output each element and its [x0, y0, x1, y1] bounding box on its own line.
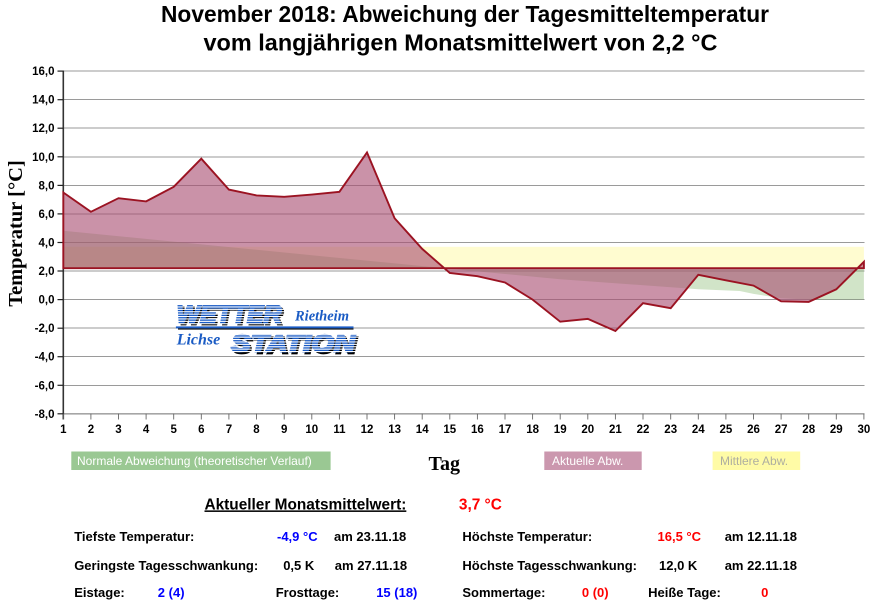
svg-text:November 2018: Abweichung der: November 2018: Abweichung der Tagesmitte… [161, 1, 769, 27]
svg-text:14: 14 [416, 424, 429, 436]
svg-text:12,0: 12,0 [32, 123, 54, 135]
svg-text:22: 22 [637, 424, 650, 436]
svg-text:8: 8 [253, 424, 260, 436]
svg-text:Lichse: Lichse [176, 332, 221, 349]
svg-text:-4,9 °C: -4,9 °C [277, 529, 318, 544]
svg-text:23: 23 [664, 424, 677, 436]
svg-text:20: 20 [581, 424, 594, 436]
svg-text:Höchste Temperatur:: Höchste Temperatur: [462, 529, 592, 544]
svg-text:29: 29 [830, 424, 843, 436]
svg-text:16,0: 16,0 [32, 66, 54, 78]
svg-text:0 (0): 0 (0) [582, 585, 609, 600]
svg-text:-8,0: -8,0 [35, 409, 55, 421]
svg-text:14,0: 14,0 [32, 95, 54, 107]
svg-text:Eistage:: Eistage: [74, 585, 125, 600]
svg-text:Mittlere Abw.: Mittlere Abw. [720, 454, 788, 468]
svg-text:5: 5 [170, 424, 177, 436]
svg-text:am 23.11.18: am 23.11.18 [334, 529, 406, 544]
svg-text:Aktuelle Abw.: Aktuelle Abw. [552, 454, 623, 468]
svg-text:am 22.11.18: am 22.11.18 [725, 558, 797, 573]
svg-text:Heiße Tage:: Heiße Tage: [648, 585, 721, 600]
svg-text:-2,0: -2,0 [35, 323, 55, 335]
svg-text:Aktueller Monatsmittelwert:: Aktueller Monatsmittelwert: [205, 496, 407, 513]
svg-text:-4,0: -4,0 [35, 352, 55, 364]
svg-text:26: 26 [747, 424, 760, 436]
svg-text:6,0: 6,0 [39, 209, 55, 221]
svg-text:Frosttage:: Frosttage: [276, 585, 340, 600]
svg-text:am 12.11.18: am 12.11.18 [725, 529, 797, 544]
svg-text:0: 0 [761, 585, 768, 600]
svg-text:16: 16 [471, 424, 484, 436]
svg-text:16,5 °C: 16,5 °C [658, 529, 702, 544]
svg-text:9: 9 [281, 424, 287, 436]
svg-text:1: 1 [60, 424, 67, 436]
svg-text:12,0 K: 12,0 K [659, 558, 698, 573]
svg-text:0,5 K: 0,5 K [283, 558, 315, 573]
svg-text:15 (18): 15 (18) [376, 585, 417, 600]
svg-text:Tag: Tag [429, 453, 461, 475]
svg-text:17: 17 [499, 424, 512, 436]
svg-text:3,7 °C: 3,7 °C [459, 496, 502, 513]
svg-text:13: 13 [388, 424, 401, 436]
svg-text:Tiefste Temperatur:: Tiefste Temperatur: [74, 529, 194, 544]
svg-text:0,0: 0,0 [39, 295, 55, 307]
svg-text:Temperatur [°C]: Temperatur [°C] [5, 160, 27, 307]
svg-text:6: 6 [198, 424, 204, 436]
svg-text:Normale Abweichung (theoretisc: Normale Abweichung (theoretischer Verlau… [77, 454, 312, 468]
svg-text:8,0: 8,0 [39, 180, 55, 192]
svg-text:10: 10 [305, 424, 318, 436]
svg-text:Sommertage:: Sommertage: [462, 585, 545, 600]
svg-text:19: 19 [554, 424, 567, 436]
svg-text:2,0: 2,0 [39, 266, 55, 278]
svg-text:12: 12 [361, 424, 374, 436]
svg-text:30: 30 [858, 424, 871, 436]
svg-text:2: 2 [88, 424, 94, 436]
svg-text:2 (4): 2 (4) [158, 585, 185, 600]
svg-text:vom langjährigen Monatsmittelw: vom langjährigen Monatsmittelwert von 2,… [204, 30, 718, 56]
svg-text:10,0: 10,0 [32, 152, 54, 164]
svg-text:11: 11 [333, 424, 346, 436]
svg-text:Geringste Tagesschwankung:: Geringste Tagesschwankung: [74, 558, 258, 573]
svg-text:28: 28 [802, 424, 815, 436]
svg-text:25: 25 [720, 424, 733, 436]
svg-text:18: 18 [526, 424, 539, 436]
svg-text:Höchste Tagesschwankung:: Höchste Tagesschwankung: [462, 558, 637, 573]
svg-text:21: 21 [609, 424, 622, 436]
svg-text:-6,0: -6,0 [35, 380, 55, 392]
svg-text:27: 27 [775, 424, 788, 436]
svg-text:24: 24 [692, 424, 705, 436]
svg-text:am 27.11.18: am 27.11.18 [335, 558, 407, 573]
svg-text:7: 7 [226, 424, 232, 436]
svg-text:15: 15 [443, 424, 456, 436]
svg-text:4: 4 [143, 424, 150, 436]
svg-text:Rietheim: Rietheim [294, 309, 349, 325]
svg-text:3: 3 [115, 424, 121, 436]
svg-text:4,0: 4,0 [39, 238, 55, 250]
